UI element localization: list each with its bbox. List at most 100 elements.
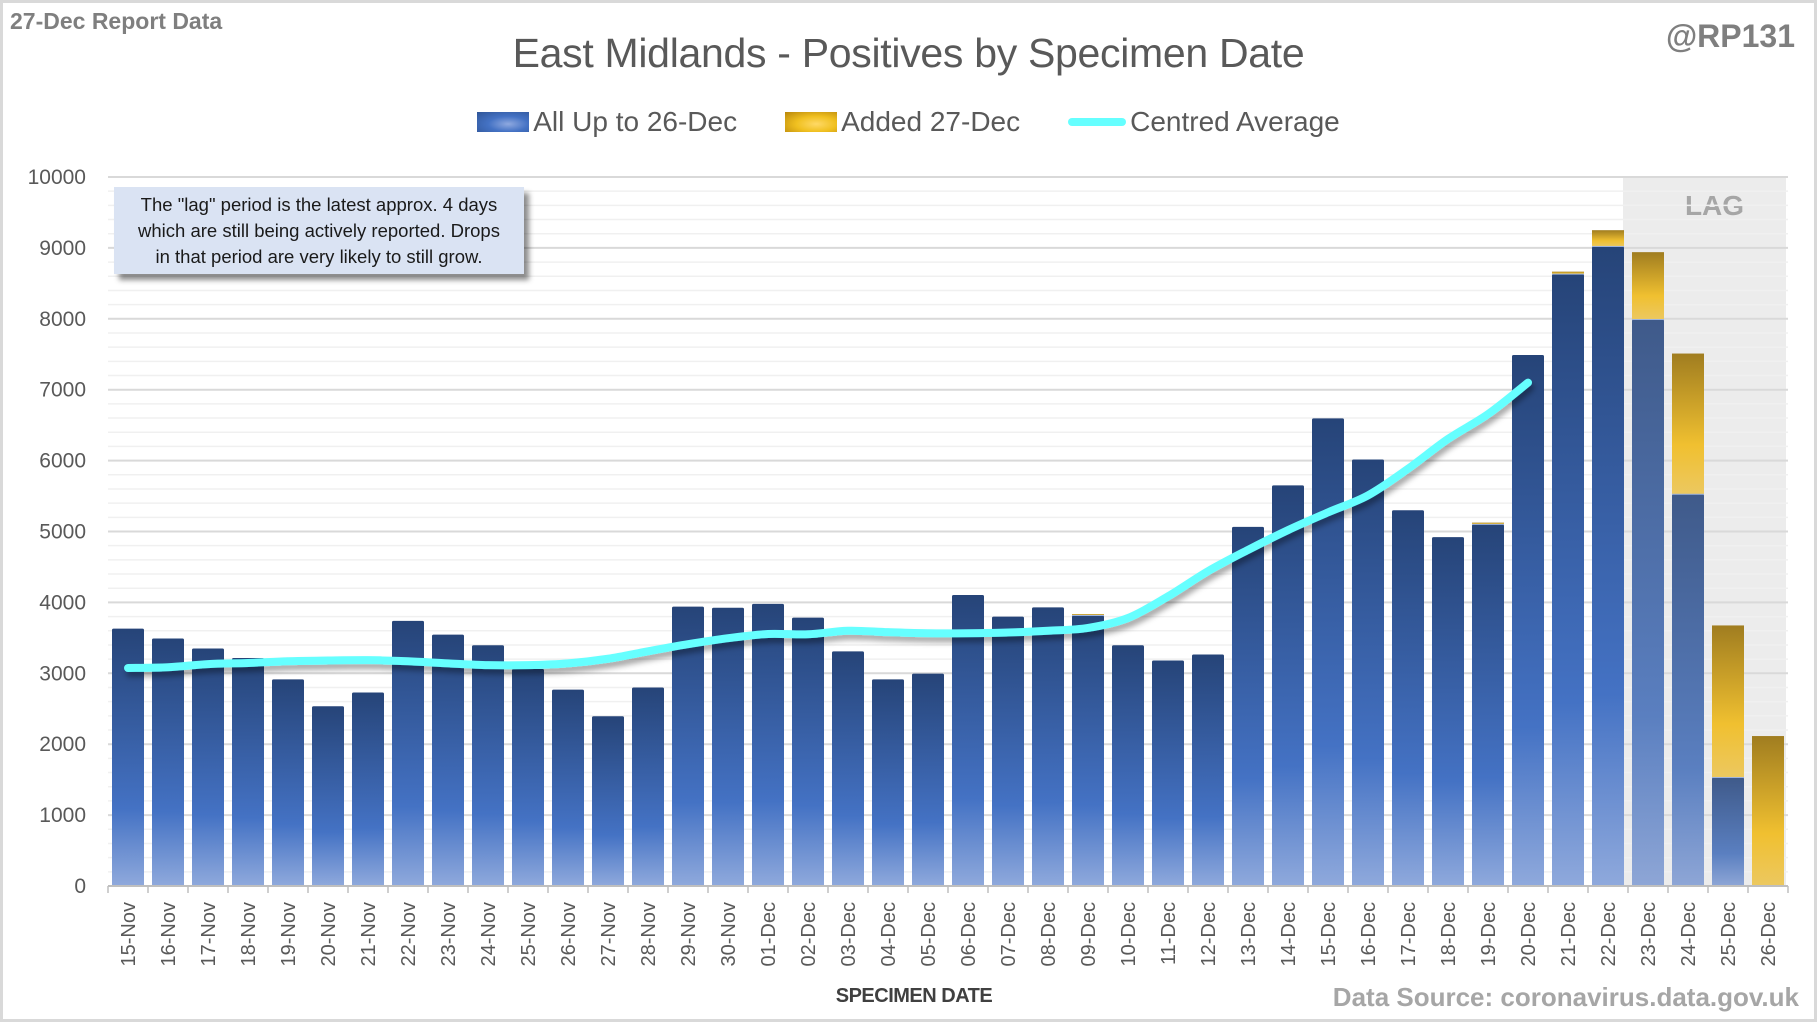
x-tick-label: 02-Dec xyxy=(798,902,820,966)
x-tick-label: 24-Nov xyxy=(478,902,500,966)
bar-all-up-to xyxy=(1432,537,1464,886)
x-tick-label: 29-Nov xyxy=(678,902,700,966)
x-tick-label: 07-Dec xyxy=(998,902,1020,966)
bar-all-up-to xyxy=(1672,494,1704,886)
bar-added xyxy=(1712,625,1744,778)
bar-all-up-to xyxy=(1112,645,1144,886)
x-tick-label: 30-Nov xyxy=(718,902,740,966)
x-tick-label: 15-Dec xyxy=(1318,902,1340,966)
author-handle: @RP131 xyxy=(1665,18,1795,54)
x-tick-label: 23-Nov xyxy=(438,902,460,966)
x-tick-label: 15-Nov xyxy=(118,902,140,966)
bar-all-up-to xyxy=(272,679,304,886)
x-tick-label: 26-Nov xyxy=(558,902,580,966)
bar-all-up-to xyxy=(712,607,744,886)
lag-note: The "lag" period is the latest approx. 4… xyxy=(114,187,524,274)
chart-title: East Midlands - Positives by Specimen Da… xyxy=(512,30,1305,76)
x-tick-label: 06-Dec xyxy=(958,902,980,966)
centred-average-line xyxy=(124,378,1532,672)
y-tick-label: 9000 xyxy=(39,237,86,260)
legend-item-centred-average: Centred Average xyxy=(1068,106,1340,138)
x-tick-label: 05-Dec xyxy=(918,902,940,966)
bar-all-up-to xyxy=(192,648,224,886)
x-tick-label: 17-Nov xyxy=(198,902,220,966)
x-tick-label: 28-Nov xyxy=(638,902,660,966)
x-tick-label: 18-Nov xyxy=(238,902,260,966)
bar-all-up-to xyxy=(1032,607,1064,886)
y-tick-label: 0 xyxy=(74,875,86,898)
legend-label: All Up to 26-Dec xyxy=(533,106,738,137)
x-tick-label: 21-Nov xyxy=(358,902,380,966)
x-tick-label: 22-Dec xyxy=(1598,902,1620,966)
bar-added xyxy=(1752,736,1784,886)
legend-swatch-line xyxy=(1068,118,1127,126)
x-tick-label: 03-Dec xyxy=(838,902,860,966)
x-axis-title: SPECIMEN DATE xyxy=(835,985,993,1007)
x-tick-label: 20-Nov xyxy=(318,902,340,966)
bar-all-up-to xyxy=(1192,654,1224,886)
bar-added xyxy=(1072,614,1104,616)
x-tick-label: 17-Dec xyxy=(1398,902,1420,966)
bar-all-up-to xyxy=(392,620,424,886)
x-tick-label: 01-Dec xyxy=(758,902,780,966)
x-tick-label: 27-Nov xyxy=(598,902,620,966)
y-tick-label: 3000 xyxy=(39,662,86,685)
bar-all-up-to xyxy=(1312,418,1344,886)
y-tick-label: 4000 xyxy=(39,591,86,614)
bar-all-up-to xyxy=(632,687,664,886)
x-tick-label: 16-Dec xyxy=(1358,902,1380,966)
x-tick-label: 11-Dec xyxy=(1158,902,1180,965)
bar-all-up-to xyxy=(552,689,584,886)
bar-all-up-to xyxy=(1512,354,1544,887)
x-tick-label: 20-Dec xyxy=(1518,902,1540,966)
bar-all-up-to xyxy=(1472,524,1504,886)
bar-all-up-to xyxy=(1712,777,1744,886)
bar-all-up-to xyxy=(832,651,864,886)
bar-all-up-to xyxy=(952,594,984,886)
bar-all-up-to xyxy=(912,673,944,886)
bar-all-up-to xyxy=(992,616,1024,886)
bar-all-up-to xyxy=(112,628,144,886)
report-date-label: 27-Dec Report Data xyxy=(10,8,223,34)
legend-item-all-up-to: All Up to 26-Dec xyxy=(477,106,737,138)
bar-all-up-to xyxy=(1272,485,1304,886)
bar-all-up-to xyxy=(1232,526,1264,886)
bar-all-up-to xyxy=(1592,246,1624,886)
x-tick-label: 23-Dec xyxy=(1638,902,1660,966)
bar-added xyxy=(1592,230,1624,247)
x-tick-label: 25-Nov xyxy=(518,902,540,966)
bar-all-up-to xyxy=(1072,615,1104,886)
bar-added xyxy=(1552,271,1584,275)
bar-all-up-to xyxy=(1152,660,1184,886)
x-tick-label: 26-Dec xyxy=(1758,902,1780,966)
y-tick-label: 5000 xyxy=(39,521,86,544)
legend-label: Added 27-Dec xyxy=(841,106,1021,137)
bar-all-up-to xyxy=(512,669,544,886)
x-tick-label: 19-Dec xyxy=(1478,902,1500,966)
bar-all-up-to xyxy=(752,603,784,886)
x-tick-label: 18-Dec xyxy=(1438,902,1460,966)
x-tick-label: 13-Dec xyxy=(1238,902,1260,966)
legend-swatch-gold xyxy=(785,112,838,132)
bar-all-up-to xyxy=(152,638,184,886)
bar-all-up-to xyxy=(1632,319,1664,886)
x-tick-label: 21-Dec xyxy=(1558,902,1580,966)
legend-label: Centred Average xyxy=(1130,106,1340,137)
x-tick-label: 22-Nov xyxy=(398,902,420,966)
x-tick-label: 09-Dec xyxy=(1078,902,1100,966)
x-tick-label: 16-Nov xyxy=(158,902,180,966)
bar-all-up-to xyxy=(1552,274,1584,886)
bar-all-up-to xyxy=(232,658,264,886)
x-tick-label: 25-Dec xyxy=(1718,902,1740,966)
bar-all-up-to xyxy=(672,606,704,886)
data-source: Data Source: coronavirus.data.gov.uk xyxy=(1332,982,1799,1012)
bar-added xyxy=(1672,353,1704,495)
bar-all-up-to xyxy=(312,706,344,886)
legend-swatch-blue xyxy=(477,112,530,132)
y-tick-label: 2000 xyxy=(39,733,86,756)
y-tick-label: 6000 xyxy=(39,450,86,473)
bar-all-up-to xyxy=(872,679,904,886)
legend: All Up to 26-Dec Added 27-Dec Centred Av… xyxy=(0,106,1817,138)
x-tick-label: 14-Dec xyxy=(1278,902,1300,966)
